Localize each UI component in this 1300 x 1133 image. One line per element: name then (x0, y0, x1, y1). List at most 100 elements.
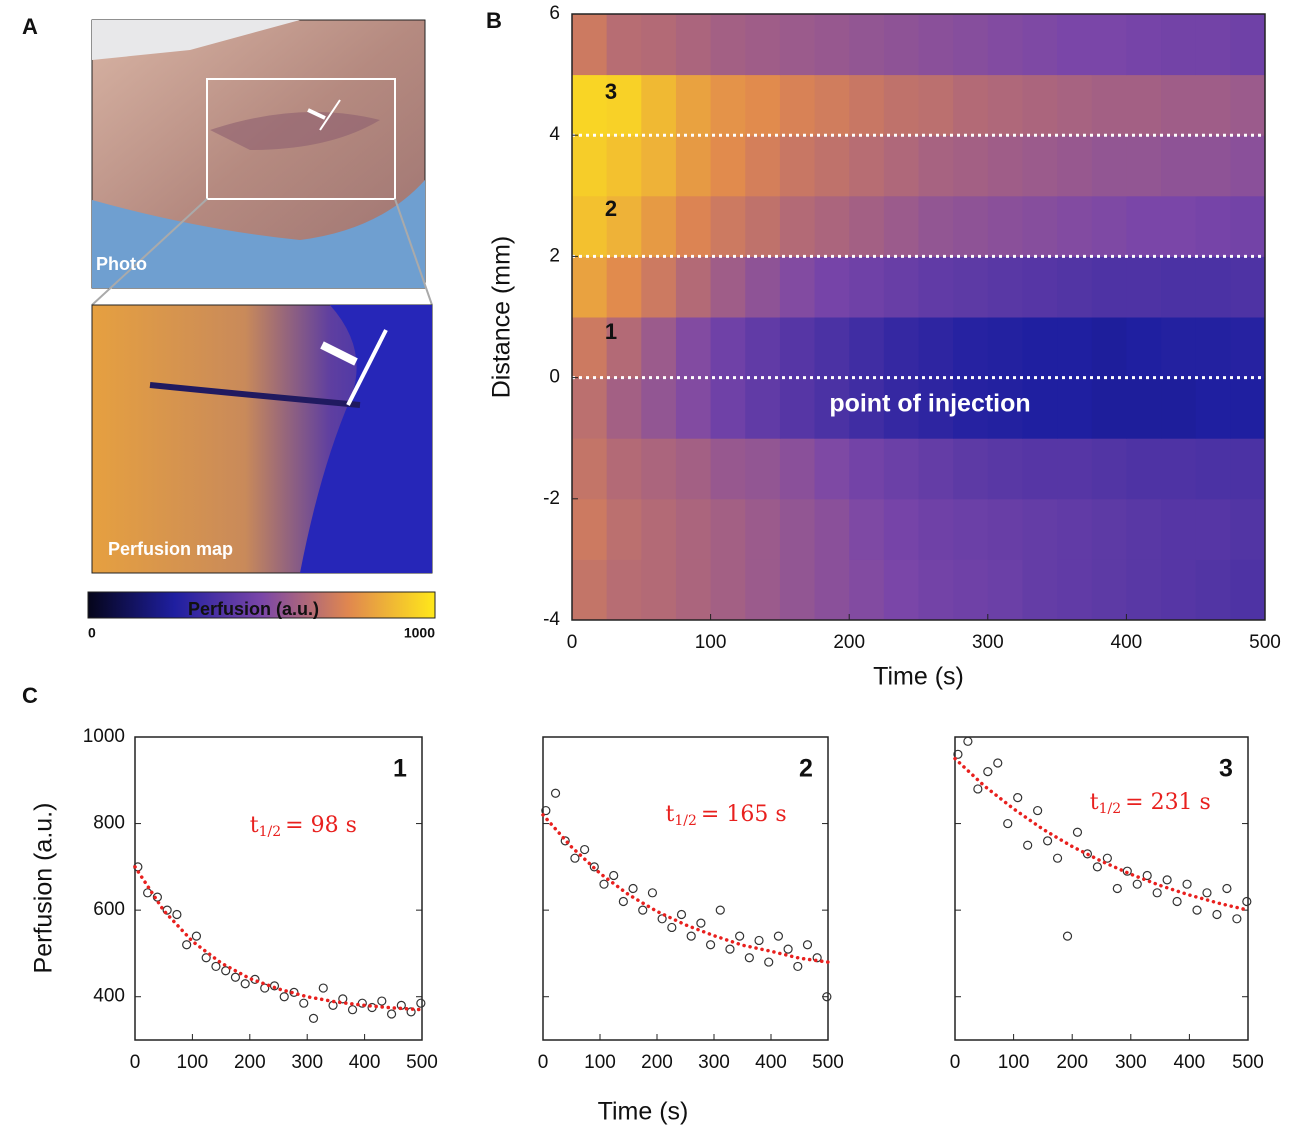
x-tick-label: 300 (972, 632, 1004, 653)
heatmap-cell (606, 317, 642, 379)
x-tick-label: 200 (833, 632, 865, 653)
heatmap-cell (1161, 135, 1197, 197)
x-tick-label: 0 (130, 1052, 141, 1073)
heatmap-cell (779, 195, 816, 257)
heatmap-cell (779, 438, 816, 500)
data-point (172, 909, 182, 920)
data-point (1242, 896, 1252, 907)
x-tick-label: 0 (950, 1052, 961, 1073)
colorbar-tick-label: 0 (88, 625, 96, 641)
heatmap-cell (1057, 195, 1093, 257)
heatmap-cell (745, 377, 781, 439)
heatmap-cell (641, 256, 677, 318)
heatmap-cell (953, 135, 989, 197)
heatmap-cell (1195, 559, 1231, 620)
half-life-main: t (1090, 790, 1099, 815)
half-life-rest: = 98 s (285, 813, 357, 838)
heatmap-cell (953, 438, 989, 500)
heatmap-cell (745, 14, 781, 76)
heatmap-cell (1022, 14, 1058, 76)
data-point (1232, 914, 1242, 924)
heatmap-cell (1126, 438, 1162, 500)
heatmap-cell (918, 377, 954, 439)
heatmap-cell (918, 195, 954, 257)
heatmap-cell (1091, 195, 1127, 257)
heatmap-cell (572, 195, 608, 257)
data-point (715, 905, 725, 915)
heatmap-cell (675, 195, 712, 257)
heatmap-cell (1161, 438, 1197, 500)
heatmap-cell (710, 74, 746, 136)
heatmap-cell (849, 74, 885, 136)
heatmap-cell (1091, 135, 1127, 197)
heatmap-cell (710, 14, 746, 76)
half-life: t1/2 = 98 s (250, 813, 357, 840)
data-point (269, 981, 280, 991)
x-axis-label: Time (s) (873, 663, 964, 691)
heatmap-cell (606, 14, 642, 76)
heatmap-cell (1126, 377, 1162, 439)
heatmap-cell (1126, 135, 1162, 197)
heatmap-cell (953, 559, 989, 620)
heatmap-cell (849, 377, 885, 439)
data-point (230, 972, 241, 982)
heatmap-cell (745, 498, 781, 560)
heatmap-cell (641, 377, 677, 439)
data-point (182, 940, 192, 950)
heatmap-cell (953, 498, 989, 560)
data-point (560, 836, 570, 846)
heatmap-cell (710, 317, 746, 379)
heatmap-cell (745, 256, 781, 318)
data-point (735, 931, 745, 941)
heatmap-cell (641, 317, 677, 379)
data-point (1062, 931, 1073, 941)
heatmap-cell (1230, 135, 1265, 197)
heatmap-cell (883, 135, 919, 197)
data-point (609, 870, 619, 881)
data-point (1042, 836, 1053, 846)
heatmap-cell (675, 317, 712, 379)
data-point (279, 992, 289, 1002)
heatmap-cell (779, 559, 816, 620)
heatmap-cell (849, 559, 885, 620)
data-point (1172, 896, 1182, 907)
heatmap-cell (883, 14, 919, 76)
half-life-main: t (666, 802, 675, 827)
heatmap-cell (1126, 256, 1162, 318)
heatmap-cell (1195, 135, 1231, 197)
colorbar (87, 591, 436, 619)
colorbar-tick-label: 1000 (404, 625, 435, 641)
heatmap-cell (849, 498, 885, 560)
photo: Photo (91, 19, 433, 306)
heatmap-cell (883, 256, 919, 318)
heatmap-cell (987, 195, 1023, 257)
heatmap-cell (1195, 438, 1231, 500)
heatmap-cell (987, 74, 1023, 136)
heatmap-cell (1161, 195, 1197, 257)
heatmap-cell (710, 559, 746, 620)
heatmap-cell (883, 498, 919, 560)
heatmap-cell (1022, 317, 1058, 379)
data-point (657, 914, 667, 924)
heatmap-cell (987, 256, 1023, 318)
heatmap-cell (779, 377, 816, 439)
heatmap-cell (918, 498, 954, 560)
heatmap-cell (1195, 74, 1231, 136)
data-point (1122, 866, 1132, 876)
heatmap-cell (572, 135, 608, 197)
x-tick-label: 200 (234, 1052, 266, 1073)
heatmap-cell (606, 256, 642, 318)
heatmap-cell (849, 135, 885, 197)
data-point (696, 918, 706, 928)
heatmap-cell (1195, 14, 1231, 76)
heatmap-cell (814, 135, 850, 197)
heatmap-cell (1091, 498, 1127, 560)
heatmap-cell (953, 14, 989, 76)
heatmap-cell (641, 14, 677, 76)
heatmap-cell (814, 559, 850, 620)
region-label: 2 (605, 196, 617, 221)
data-point (1132, 879, 1142, 889)
data-point (599, 879, 609, 889)
plot-number: 1 (393, 755, 407, 783)
